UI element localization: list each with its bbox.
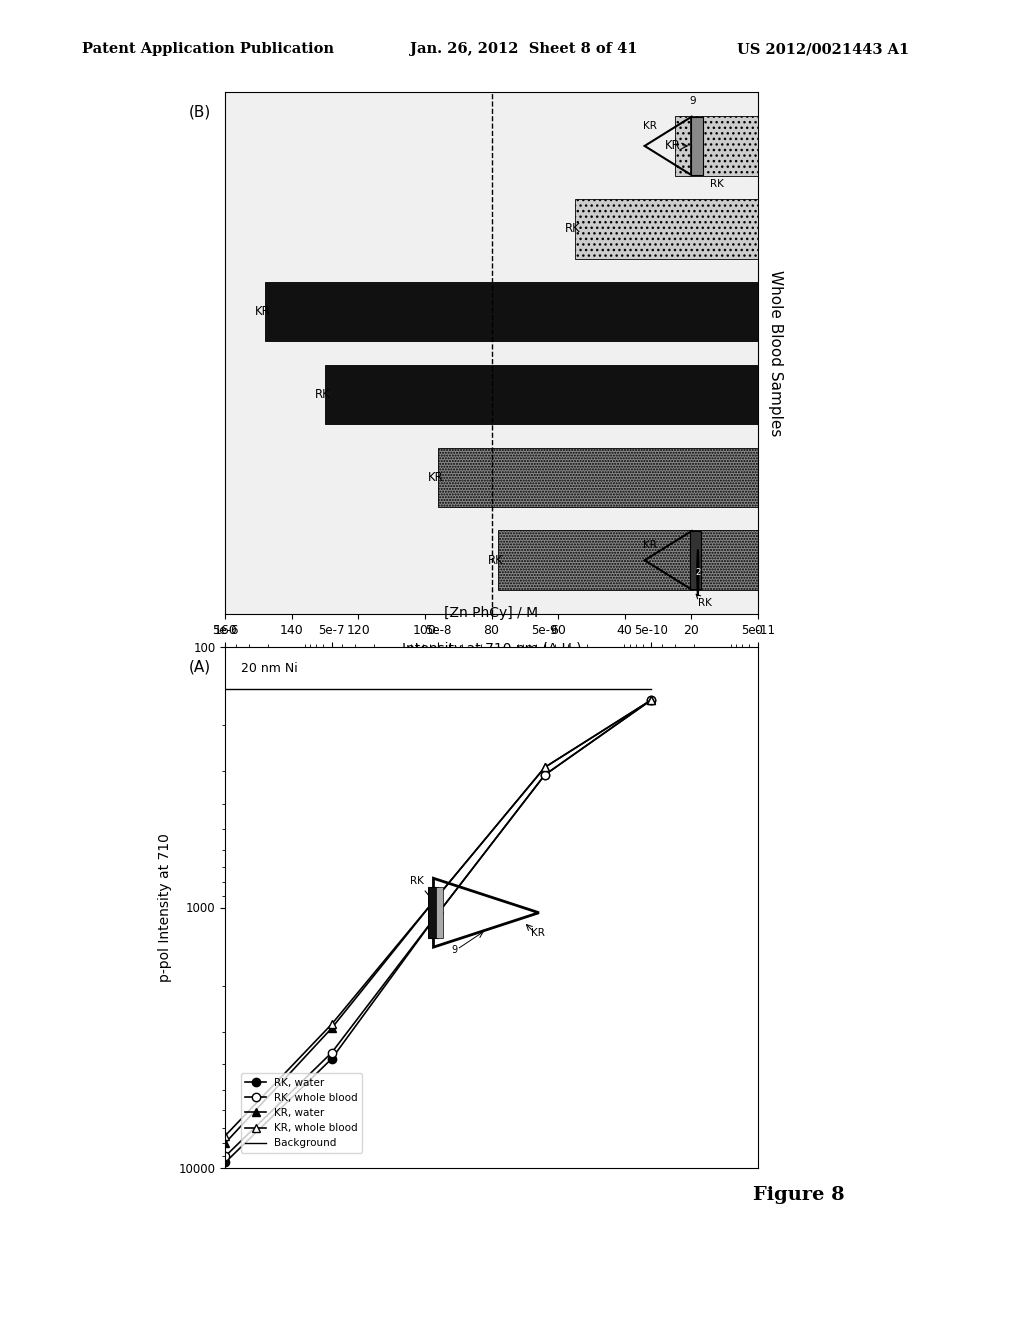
Text: RK: RK: [710, 180, 723, 189]
Text: KR: KR: [643, 121, 656, 132]
Bar: [265, 282, 758, 342]
Text: Patent Application Publication: Patent Application Publication: [82, 42, 334, 57]
FancyBboxPatch shape: [691, 117, 702, 176]
Text: RK: RK: [565, 222, 581, 235]
Bar: [574, 199, 758, 259]
RK, water: [219, 1155, 231, 1171]
RK, water: [645, 692, 657, 708]
X-axis label: [Zn PhCy] / M: [Zn PhCy] / M: [444, 606, 539, 620]
RK, whole blood: [645, 692, 657, 708]
Line: RK, water: RK, water: [221, 696, 655, 1167]
KR, whole blood: [219, 1127, 231, 1143]
Text: KR: KR: [428, 471, 444, 484]
Bar: [675, 116, 758, 176]
Bar: [498, 531, 758, 590]
RK, whole blood: [326, 1044, 338, 1060]
KR, water: [539, 759, 551, 775]
Bar: [325, 364, 758, 424]
Bar: [438, 447, 758, 507]
Background: [645, 681, 657, 697]
RK, whole blood: [219, 1148, 231, 1164]
KR, whole blood: [645, 692, 657, 708]
KR, water: [645, 692, 657, 708]
Text: RK: RK: [315, 388, 331, 401]
Legend: RK, water, RK, whole blood, KR, water, KR, whole blood, Background: RK, water, RK, whole blood, KR, water, K…: [241, 1073, 362, 1152]
X-axis label: Intensity at 710 nm (A.U.): Intensity at 710 nm (A.U.): [401, 642, 582, 656]
Line: KR, whole blood: KR, whole blood: [221, 696, 655, 1139]
KR, whole blood: [539, 759, 551, 775]
RK, water: [326, 1051, 338, 1067]
Y-axis label: Whole Blood Samples: Whole Blood Samples: [768, 269, 782, 437]
Text: (A): (A): [188, 659, 211, 675]
Line: RK, whole blood: RK, whole blood: [221, 696, 655, 1160]
Background: [539, 681, 551, 697]
KR, water: [432, 887, 444, 903]
Text: US 2012/0021443 A1: US 2012/0021443 A1: [737, 42, 909, 57]
RK, whole blood: [539, 767, 551, 783]
FancyBboxPatch shape: [689, 531, 701, 589]
RK, water: [432, 906, 444, 921]
KR, water: [219, 1135, 231, 1151]
Text: KR: KR: [643, 540, 656, 550]
Y-axis label: p-pol Intensity at 710: p-pol Intensity at 710: [158, 833, 172, 982]
Text: Jan. 26, 2012  Sheet 8 of 41: Jan. 26, 2012 Sheet 8 of 41: [410, 42, 637, 57]
Background: [219, 681, 231, 697]
KR, whole blood: [326, 1016, 338, 1032]
RK, whole blood: [432, 906, 444, 921]
Text: RK: RK: [696, 594, 712, 607]
Circle shape: [697, 549, 698, 595]
Line: KR, water: KR, water: [221, 696, 655, 1147]
Text: KR: KR: [255, 305, 271, 318]
Text: 20 nm Ni: 20 nm Ni: [242, 663, 298, 676]
KR, water: [326, 1020, 338, 1036]
Text: RK: RK: [488, 554, 504, 566]
Text: KR: KR: [665, 140, 680, 152]
Text: 9: 9: [689, 96, 696, 107]
Text: 2: 2: [695, 568, 700, 577]
Text: (B): (B): [188, 104, 211, 120]
Text: Figure 8: Figure 8: [753, 1185, 845, 1204]
Background: [432, 681, 444, 697]
RK, water: [539, 767, 551, 783]
Background: [326, 681, 338, 697]
KR, whole blood: [432, 887, 444, 903]
